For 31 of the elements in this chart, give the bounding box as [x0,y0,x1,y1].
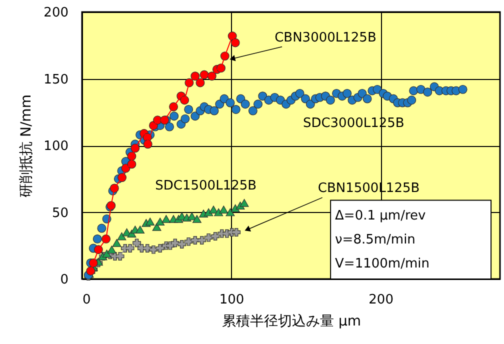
annotation: V=1100m/min [335,256,430,272]
point [230,38,240,48]
point [107,246,116,254]
text: CBN3000L125B [274,30,376,46]
point [219,206,228,214]
point [126,244,134,252]
point [226,208,235,216]
y-tick-label: 200 [44,6,68,20]
x-tick-label: 100 [219,292,244,308]
point [146,218,155,226]
y-tick-label: 100 [44,139,68,154]
y-tick-label: 50 [52,206,68,221]
point [162,215,171,223]
annotation: Δ=0.1 μm/rev [335,208,426,224]
x-tick-label: 0 [82,292,91,308]
point [86,266,96,276]
y-tick-label: 150 [44,72,68,88]
point [187,212,196,220]
point [117,232,126,240]
y-tick-label: 0 [60,272,68,288]
point [102,250,112,258]
x-tick-label: 200 [368,292,394,308]
point [240,198,249,207]
point [136,226,145,234]
point [156,218,165,226]
y-axis-title: 研削抵抗 N/mm [18,94,35,198]
point [232,228,241,236]
annotation: ν=8.5m/min [335,232,416,248]
point [112,239,122,247]
x-axis-title: 累積半径切込み量 μm [222,314,361,330]
point [192,215,202,223]
